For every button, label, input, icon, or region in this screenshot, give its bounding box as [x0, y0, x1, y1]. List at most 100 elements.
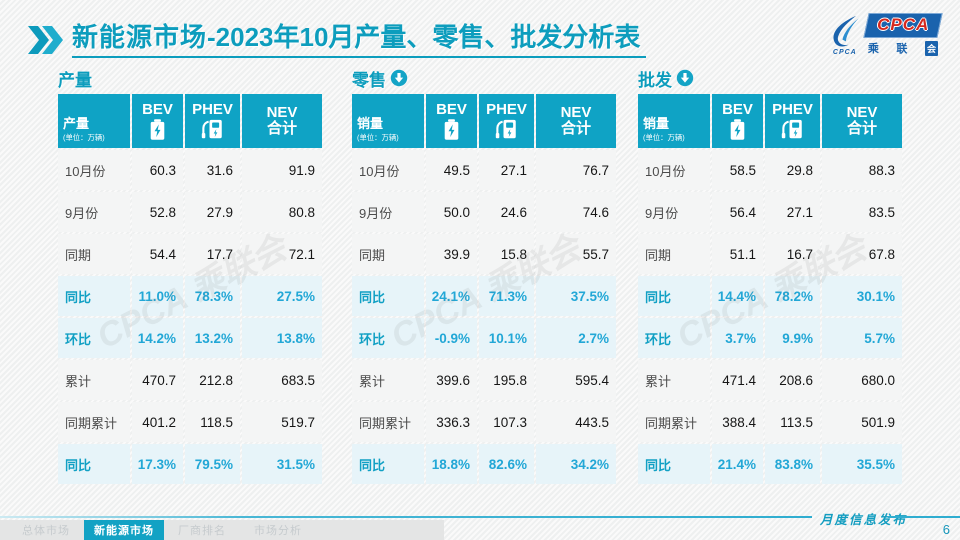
table-row: 10月份 58.5 29.8 88.3 — [638, 150, 902, 190]
table-header-row: 销量 (单位：万辆) BEV PHEV NEV 合计 — [352, 94, 616, 148]
row-value: 31.5% — [242, 444, 322, 484]
battery-icon — [150, 119, 165, 141]
row-value: 54.4 — [132, 234, 183, 274]
charging-station-icon — [781, 120, 802, 139]
row-value: 58.5 — [712, 150, 763, 190]
row-label: 9月份 — [58, 192, 130, 232]
row-value: 2.7% — [536, 318, 616, 358]
phev-label: PHEV — [192, 100, 233, 118]
bev-column-header: BEV — [426, 94, 477, 148]
phev-label: PHEV — [772, 100, 813, 118]
nev-label-line1: NEV — [560, 104, 592, 122]
phev-label: PHEV — [486, 100, 527, 118]
row-value: 195.8 — [479, 360, 534, 400]
bev-label: BEV — [436, 100, 467, 118]
logo-char: 乘 — [867, 43, 879, 55]
row-label: 9月份 — [352, 192, 424, 232]
retail-table: 销量 (单位：万辆) BEV PHEV NEV 合计 10月份 49.5 27.1 7… — [352, 94, 616, 484]
circle-down-arrow-icon — [676, 69, 694, 87]
nev-label-line2: 合计 — [846, 120, 877, 137]
row-value: 401.2 — [132, 402, 183, 442]
table-row: 10月份 49.5 27.1 76.7 — [352, 150, 616, 190]
row-value: 37.5% — [536, 276, 616, 316]
wholesale-section-title: 批发 — [638, 66, 902, 90]
production-section-title: 产量 — [58, 66, 322, 90]
row-value: 88.3 — [822, 150, 902, 190]
row-value: 50.0 — [426, 192, 477, 232]
table-body: 10月份 49.5 27.1 76.7 9月份 50.0 24.6 74.6 同期 39.9 15.… — [352, 150, 616, 484]
row-value: 3.7% — [712, 318, 763, 358]
battery-icon — [444, 119, 459, 141]
row-value: 9.9% — [765, 318, 820, 358]
row-value: 471.4 — [712, 360, 763, 400]
table-row: 环比 -0.9% 10.1% 2.7% — [352, 318, 616, 358]
row-value: 680.0 — [822, 360, 902, 400]
cpca-logo-chinese: 乘 联 会 — [866, 40, 940, 56]
nev-column-header: NEV 合计 — [242, 94, 322, 148]
row-label: 同期 — [352, 234, 424, 274]
phev-column-header: PHEV — [479, 94, 534, 148]
footer-tab-bar: 总体市场 新能源市场 厂商排名 市场分析 — [0, 520, 444, 540]
row-value: 35.5% — [822, 444, 902, 484]
row-value: 388.4 — [712, 402, 763, 442]
row-value: 83.8% — [765, 444, 820, 484]
row-value: 52.8 — [132, 192, 183, 232]
table-row: 同比 17.3% 79.5% 31.5% — [58, 444, 322, 484]
charging-station-icon — [495, 120, 516, 139]
row-value: 71.3% — [479, 276, 534, 316]
row-value: 24.6 — [479, 192, 534, 232]
cpca-logo-caption: CPCA — [832, 49, 857, 56]
corner-unit: (单位：万辆) — [63, 133, 105, 142]
row-value: 118.5 — [185, 402, 240, 442]
page-title-main: 新能源市场 — [72, 22, 208, 52]
row-value: 14.2% — [132, 318, 183, 358]
table-body: 10月份 60.3 31.6 91.9 9月份 52.8 27.9 80.8 同期 54.4 17.… — [58, 150, 322, 484]
row-label: 同比 — [58, 444, 130, 484]
nev-column-header: NEV 合计 — [536, 94, 616, 148]
production-section: 产量 产量 (单位：万辆) BEV PHEV NEV 合计 — [58, 66, 322, 484]
row-label: 同期 — [58, 234, 130, 274]
table-row: 10月份 60.3 31.6 91.9 — [58, 150, 322, 190]
row-value: 24.1% — [426, 276, 477, 316]
row-value: 14.4% — [712, 276, 763, 316]
tab-nev-market[interactable]: 新能源市场 — [84, 520, 164, 540]
row-value: 78.2% — [765, 276, 820, 316]
cpca-swoosh-icon — [833, 15, 859, 47]
row-value: 595.4 — [536, 360, 616, 400]
footer-divider-line — [0, 516, 812, 518]
row-value: 5.7% — [822, 318, 902, 358]
row-value: 10.1% — [479, 318, 534, 358]
section-title-label: 批发 — [638, 70, 672, 90]
corner-label: 产量 — [63, 116, 90, 131]
logo-char-boxed: 会 — [924, 40, 938, 56]
row-label: 9月份 — [638, 192, 710, 232]
row-value: 399.6 — [426, 360, 477, 400]
tab-oem-ranking[interactable]: 厂商排名 — [178, 525, 226, 537]
row-value: 79.5% — [185, 444, 240, 484]
row-value: 49.5 — [426, 150, 477, 190]
table-row: 同比 18.8% 82.6% 34.2% — [352, 444, 616, 484]
section-title-label: 产量 — [58, 70, 92, 90]
row-value: 83.5 — [822, 192, 902, 232]
table-row: 累计 471.4 208.6 680.0 — [638, 360, 902, 400]
retail-section-title: 零售 — [352, 66, 616, 90]
row-value: 74.6 — [536, 192, 616, 232]
row-value: 16.7 — [765, 234, 820, 274]
row-label: 累计 — [58, 360, 130, 400]
row-label: 10月份 — [352, 150, 424, 190]
table-header-row: 销量 (单位：万辆) BEV PHEV NEV 合计 — [638, 94, 902, 148]
row-value: 17.3% — [132, 444, 183, 484]
row-label: 10月份 — [638, 150, 710, 190]
row-value: 31.6 — [185, 150, 240, 190]
corner-unit: (单位：万辆) — [357, 133, 399, 142]
row-label: 同比 — [352, 276, 424, 316]
tab-overall-market[interactable]: 总体市场 — [22, 525, 70, 537]
bev-label: BEV — [722, 100, 753, 118]
row-value: 107.3 — [479, 402, 534, 442]
table-row: 同期 54.4 17.7 72.1 — [58, 234, 322, 274]
row-value: 443.5 — [536, 402, 616, 442]
nev-label-line1: NEV — [266, 104, 298, 122]
tab-market-analysis[interactable]: 市场分析 — [254, 525, 302, 537]
row-label: 10月份 — [58, 150, 130, 190]
row-label: 累计 — [352, 360, 424, 400]
